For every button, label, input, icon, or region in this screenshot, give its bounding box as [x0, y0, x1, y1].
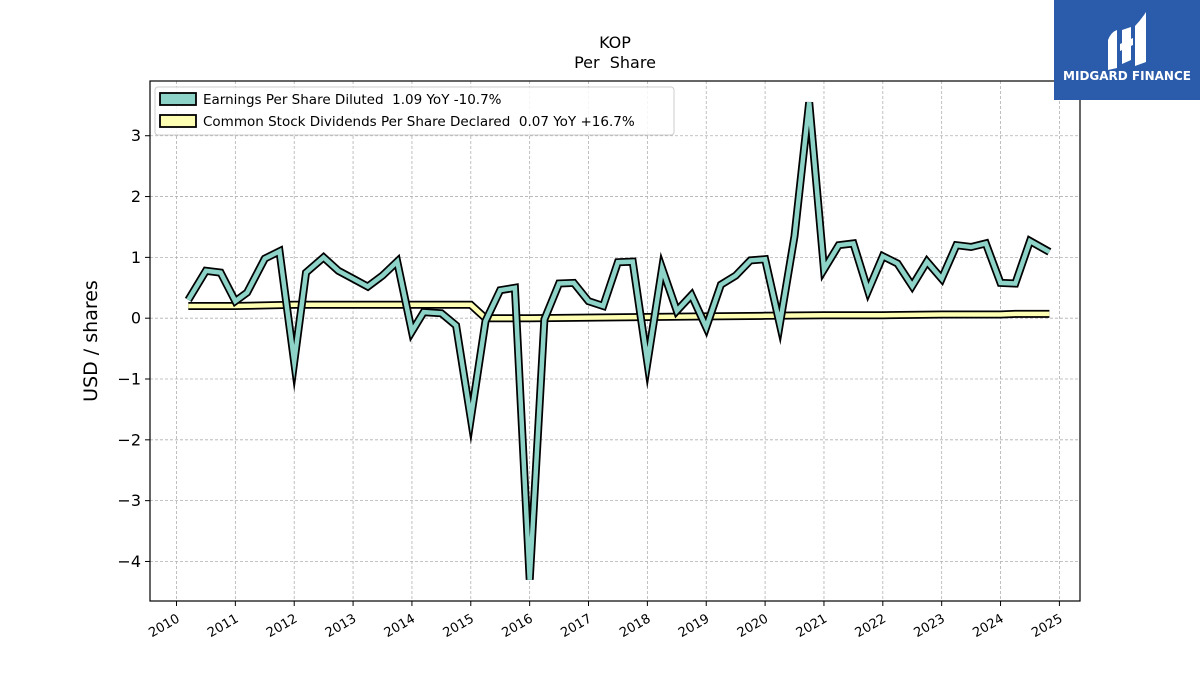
x-tick-label: 2024 [970, 611, 1006, 641]
x-tick-label: 2017 [558, 611, 594, 641]
x-axis-ticks: 2010 2011 2012 2013 2014 2015 2016 2017 2018 2019… [146, 601, 1065, 641]
series-lines [184, 101, 1052, 580]
chart-title: KOP [599, 33, 631, 52]
legend-label-eps: Earnings Per Share Diluted 1.09 YoY -10.… [203, 92, 502, 108]
x-tick-label: 2018 [617, 611, 653, 641]
legend-box [154, 86, 675, 136]
x-tick-label: 2022 [853, 611, 889, 641]
y-tick-label: 3 [131, 126, 141, 145]
x-tick-label: 2015 [441, 611, 477, 641]
y-axis-ticks: −4 −3 −2 −1 0 1 2 3 [117, 126, 150, 571]
x-tick-label: 2019 [676, 611, 712, 641]
legend: Earnings Per Share Diluted 1.09 YoY -10.… [154, 86, 675, 136]
y-tick-label: −2 [117, 430, 141, 449]
y-tick-label: −1 [117, 370, 141, 389]
y-tick-label: −3 [117, 491, 141, 510]
legend-swatch-dividends [159, 114, 197, 128]
y-tick-label: 0 [131, 309, 141, 328]
x-tick-label: 2021 [794, 611, 830, 641]
legend-swatch-eps [159, 92, 197, 106]
chart-subtitle: Per Share [574, 53, 656, 72]
dividends-series-line [188, 302, 1050, 321]
x-tick-label: 2013 [323, 611, 359, 641]
brand-logo: MIDGARD FINANCE [1054, 0, 1200, 100]
y-tick-label: −4 [117, 552, 141, 571]
x-tick-label: 2023 [912, 611, 948, 641]
x-tick-label: 2014 [382, 611, 418, 641]
eps-series-line-outline [184, 101, 1052, 580]
legend-label-dividends: Common Stock Dividends Per Share Declare… [203, 114, 635, 130]
x-tick-label: 2020 [735, 611, 771, 641]
y-tick-label: 2 [131, 187, 141, 206]
y-tick-label: 1 [131, 248, 141, 267]
x-tick-label: 2012 [264, 611, 300, 641]
plot-frame [149, 80, 1081, 602]
logo-mark-icon [1108, 12, 1146, 70]
logo-text: MIDGARD FINANCE [1063, 69, 1191, 83]
x-tick-label: 2025 [1029, 611, 1065, 641]
x-tick-label: 2010 [146, 611, 182, 641]
x-tick-label: 2011 [205, 611, 241, 641]
y-axis-label: USD / shares [80, 280, 102, 402]
eps-series-line [186, 102, 1051, 580]
x-tick-label: 2016 [499, 611, 535, 641]
